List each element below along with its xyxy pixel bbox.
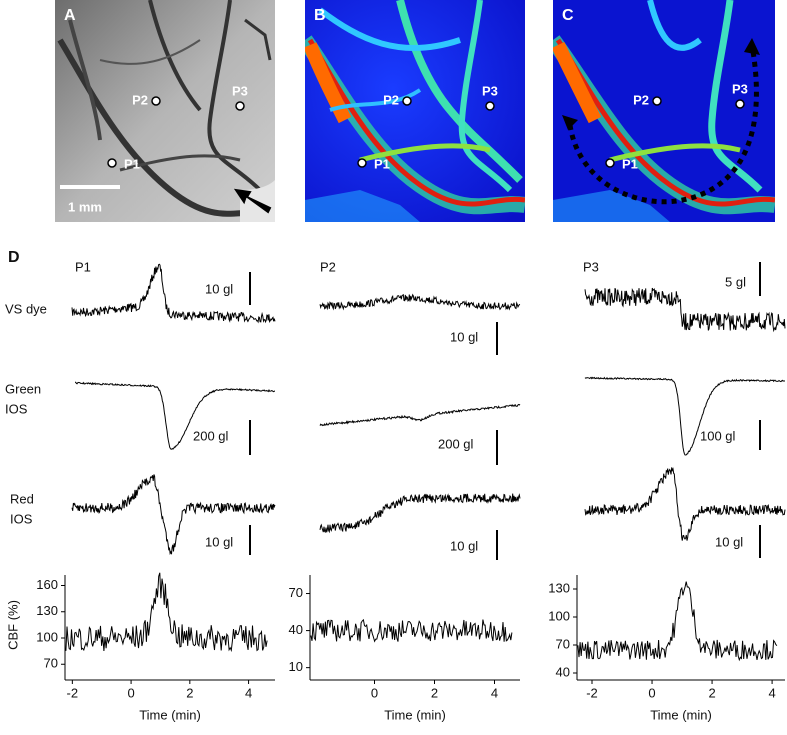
trace <box>584 467 786 541</box>
y-tick-label: 40 <box>556 664 570 679</box>
scale-label: 10 gl <box>715 534 743 549</box>
panel-label: B <box>314 7 326 24</box>
trace <box>584 287 786 333</box>
trace <box>319 293 521 311</box>
point-marker <box>605 158 615 168</box>
x-tick-label: 4 <box>768 685 775 700</box>
point-marker <box>357 158 367 168</box>
scale-label: 200 gl <box>193 428 229 443</box>
x-tick-label: 0 <box>127 685 134 700</box>
column-label: P3 <box>583 259 599 274</box>
scale-label: 10 gl <box>205 534 233 549</box>
cbf-trace <box>65 572 268 653</box>
scale-bar-label: 1 mm <box>68 199 102 214</box>
x-axis-label: Time (min) <box>650 707 712 722</box>
point-label: P2 <box>132 92 148 107</box>
y-tick-label: 40 <box>289 622 303 637</box>
y-tick-label: 70 <box>556 636 570 651</box>
y-axis-label: CBF (%) <box>5 600 20 650</box>
scale-label: 100 gl <box>700 428 736 443</box>
cbf-trace <box>310 618 513 643</box>
point-marker <box>735 99 745 109</box>
panel-label: D <box>8 249 20 266</box>
x-tick-label: 2 <box>708 685 715 700</box>
y-tick-label: 100 <box>36 629 58 644</box>
x-tick-label: 2 <box>186 685 193 700</box>
row-label: IOS <box>5 401 28 416</box>
y-tick-label: 70 <box>44 656 58 671</box>
point-marker <box>402 96 412 106</box>
point-label: P2 <box>633 92 649 107</box>
x-tick-label: 2 <box>431 685 438 700</box>
scale-label: 10 gl <box>450 329 478 344</box>
x-tick-label: -2 <box>586 685 598 700</box>
point-label: P1 <box>124 156 140 171</box>
x-axis-label: Time (min) <box>384 707 446 722</box>
point-label: P3 <box>732 81 748 96</box>
y-tick-label: 160 <box>36 577 58 592</box>
image-c <box>553 0 775 222</box>
row-label: Red <box>10 491 34 506</box>
scale-label: 10 gl <box>205 281 233 296</box>
column-label: P1 <box>75 259 91 274</box>
x-axis-label: Time (min) <box>139 707 201 722</box>
point-marker <box>652 96 662 106</box>
y-tick-label: 130 <box>548 580 570 595</box>
y-tick-label: 130 <box>36 603 58 618</box>
row-label: IOS <box>10 511 33 526</box>
x-tick-label: 0 <box>648 685 655 700</box>
column-label: P2 <box>320 259 336 274</box>
trace <box>319 403 521 427</box>
y-tick-label: 100 <box>548 608 570 623</box>
point-marker <box>151 96 161 106</box>
scale-label: 200 gl <box>438 436 474 451</box>
y-tick-label: 70 <box>289 585 303 600</box>
image-b <box>305 0 525 222</box>
point-marker <box>107 158 117 168</box>
trace <box>584 376 785 456</box>
x-tick-label: 0 <box>371 685 378 700</box>
point-label: P3 <box>232 83 248 98</box>
trace <box>71 474 276 556</box>
trace <box>319 493 521 534</box>
point-label: P2 <box>383 92 399 107</box>
y-tick-label: 10 <box>289 659 303 674</box>
cbf-trace <box>577 581 778 662</box>
panel-label: C <box>562 7 574 24</box>
scale-label: 10 gl <box>450 538 478 553</box>
point-marker <box>235 101 245 111</box>
row-label: VS dye <box>5 301 47 316</box>
arrow <box>233 188 272 214</box>
point-marker <box>485 101 495 111</box>
scale-label: 5 gl <box>725 274 746 289</box>
panel-label: A <box>64 7 76 24</box>
trace <box>71 263 276 324</box>
point-label: P3 <box>482 83 498 98</box>
x-tick-label: -2 <box>67 685 79 700</box>
x-tick-label: 4 <box>245 685 252 700</box>
x-tick-label: 4 <box>491 685 498 700</box>
point-label: P1 <box>622 156 638 171</box>
trace <box>75 381 275 450</box>
row-label: Green <box>5 381 41 396</box>
point-label: P1 <box>374 156 390 171</box>
